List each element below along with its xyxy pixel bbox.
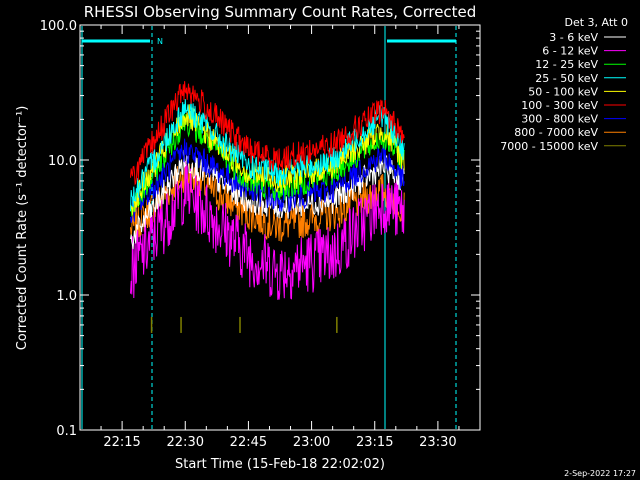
x-tick-label: 23:30: [419, 435, 456, 450]
legend-label: 6 - 12 keV: [542, 45, 598, 58]
axes: 22:15 22:30 22:45 23:00 23:15 23:30 0.1 1.0 10.0…: [40, 19, 481, 450]
plot-frame: [79, 24, 481, 431]
y-tick-label: 0.1: [56, 424, 77, 439]
series-line-4: [130, 104, 405, 215]
legend-label: 300 - 800 keV: [521, 113, 598, 126]
y-axis-label: Corrected Count Rate (s⁻¹ detector⁻¹): [15, 106, 30, 351]
series-line-6: [130, 138, 405, 223]
legend-label: 12 - 25 keV: [535, 58, 598, 71]
legend-label: 7000 - 15000 keV: [500, 140, 598, 153]
legend-label: 100 - 300 keV: [521, 99, 598, 112]
attenuator-marker: N: [157, 37, 163, 46]
legend-label: 25 - 50 keV: [535, 72, 598, 85]
x-tick-label: 22:15: [103, 435, 140, 450]
chart-title: RHESSI Observing Summary Count Rates, Co…: [84, 3, 477, 21]
legend-label: 800 - 7000 keV: [514, 126, 598, 139]
y-tick-label: 10.0: [48, 154, 77, 169]
x-tick-label: 22:45: [230, 435, 267, 450]
y-tick-label: 100.0: [40, 19, 77, 34]
x-tick-label: 23:00: [293, 435, 330, 450]
series-line-3: [130, 99, 405, 212]
footer-date: 2-Sep-2022 17:27: [564, 469, 636, 478]
x-tick-label: 22:30: [167, 435, 204, 450]
legend-title: Det 3, Att 0: [565, 16, 629, 29]
legend-label: 3 - 6 keV: [549, 31, 598, 44]
y-tick-label: 1.0: [56, 289, 77, 304]
legend-label: 50 - 100 keV: [528, 85, 598, 98]
plot-area: N: [81, 26, 457, 429]
x-axis-label: Start Time (15-Feb-18 22:02:02): [175, 457, 385, 472]
series-line-5: [130, 81, 405, 186]
x-tick-label: 23:15: [356, 435, 393, 450]
